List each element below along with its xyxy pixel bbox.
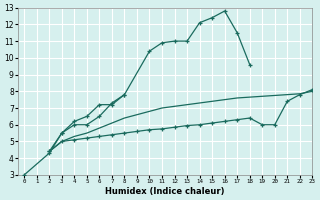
X-axis label: Humidex (Indice chaleur): Humidex (Indice chaleur) [105,187,225,196]
